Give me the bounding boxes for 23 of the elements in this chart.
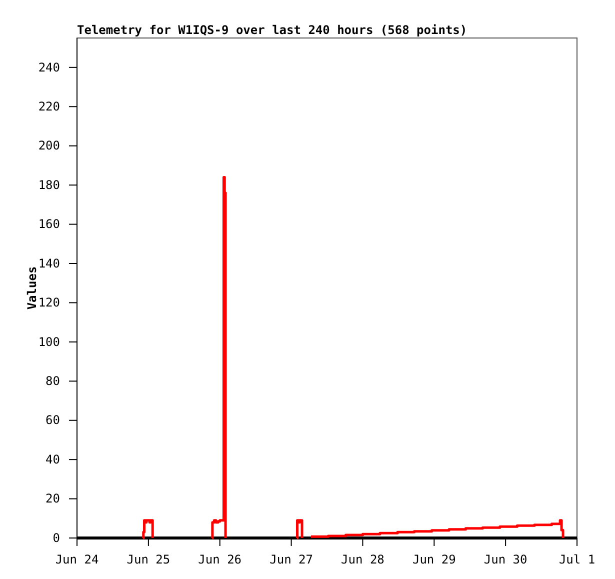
x-tick-label: Jun 26 bbox=[198, 552, 242, 566]
y-tick-label: 120 bbox=[38, 296, 60, 310]
y-tick-label: 60 bbox=[46, 413, 60, 428]
chart-title: Telemetry for W1IQS-9 over last 240 hours (568 points) bbox=[77, 23, 468, 37]
x-tick-label: Jun 29 bbox=[412, 552, 456, 566]
x-tick-label: Jun 24 bbox=[55, 552, 99, 566]
y-tick-label: 100 bbox=[38, 334, 60, 349]
y-tick-label: 200 bbox=[38, 138, 60, 153]
x-tick-label: Jun 28 bbox=[341, 552, 384, 566]
y-tick-label: 240 bbox=[38, 60, 60, 74]
x-tick-label: Jun 25 bbox=[126, 552, 170, 566]
y-tick-label: 80 bbox=[46, 374, 60, 388]
y-tick-label: 140 bbox=[38, 256, 60, 270]
y-tick-label: 180 bbox=[38, 178, 60, 192]
y-tick-label: 160 bbox=[38, 217, 60, 232]
y-tick-label: 220 bbox=[38, 99, 60, 114]
y-tick-label: 0 bbox=[52, 530, 60, 545]
x-tick-label: Jun 27 bbox=[270, 552, 313, 566]
y-tick-label: 40 bbox=[46, 452, 60, 466]
y-axis-title: Values bbox=[25, 266, 39, 310]
x-tick-label: Jul 1 bbox=[558, 552, 596, 566]
y-tick-label: 20 bbox=[46, 492, 60, 506]
x-tick-label: Jun 30 bbox=[484, 552, 528, 566]
